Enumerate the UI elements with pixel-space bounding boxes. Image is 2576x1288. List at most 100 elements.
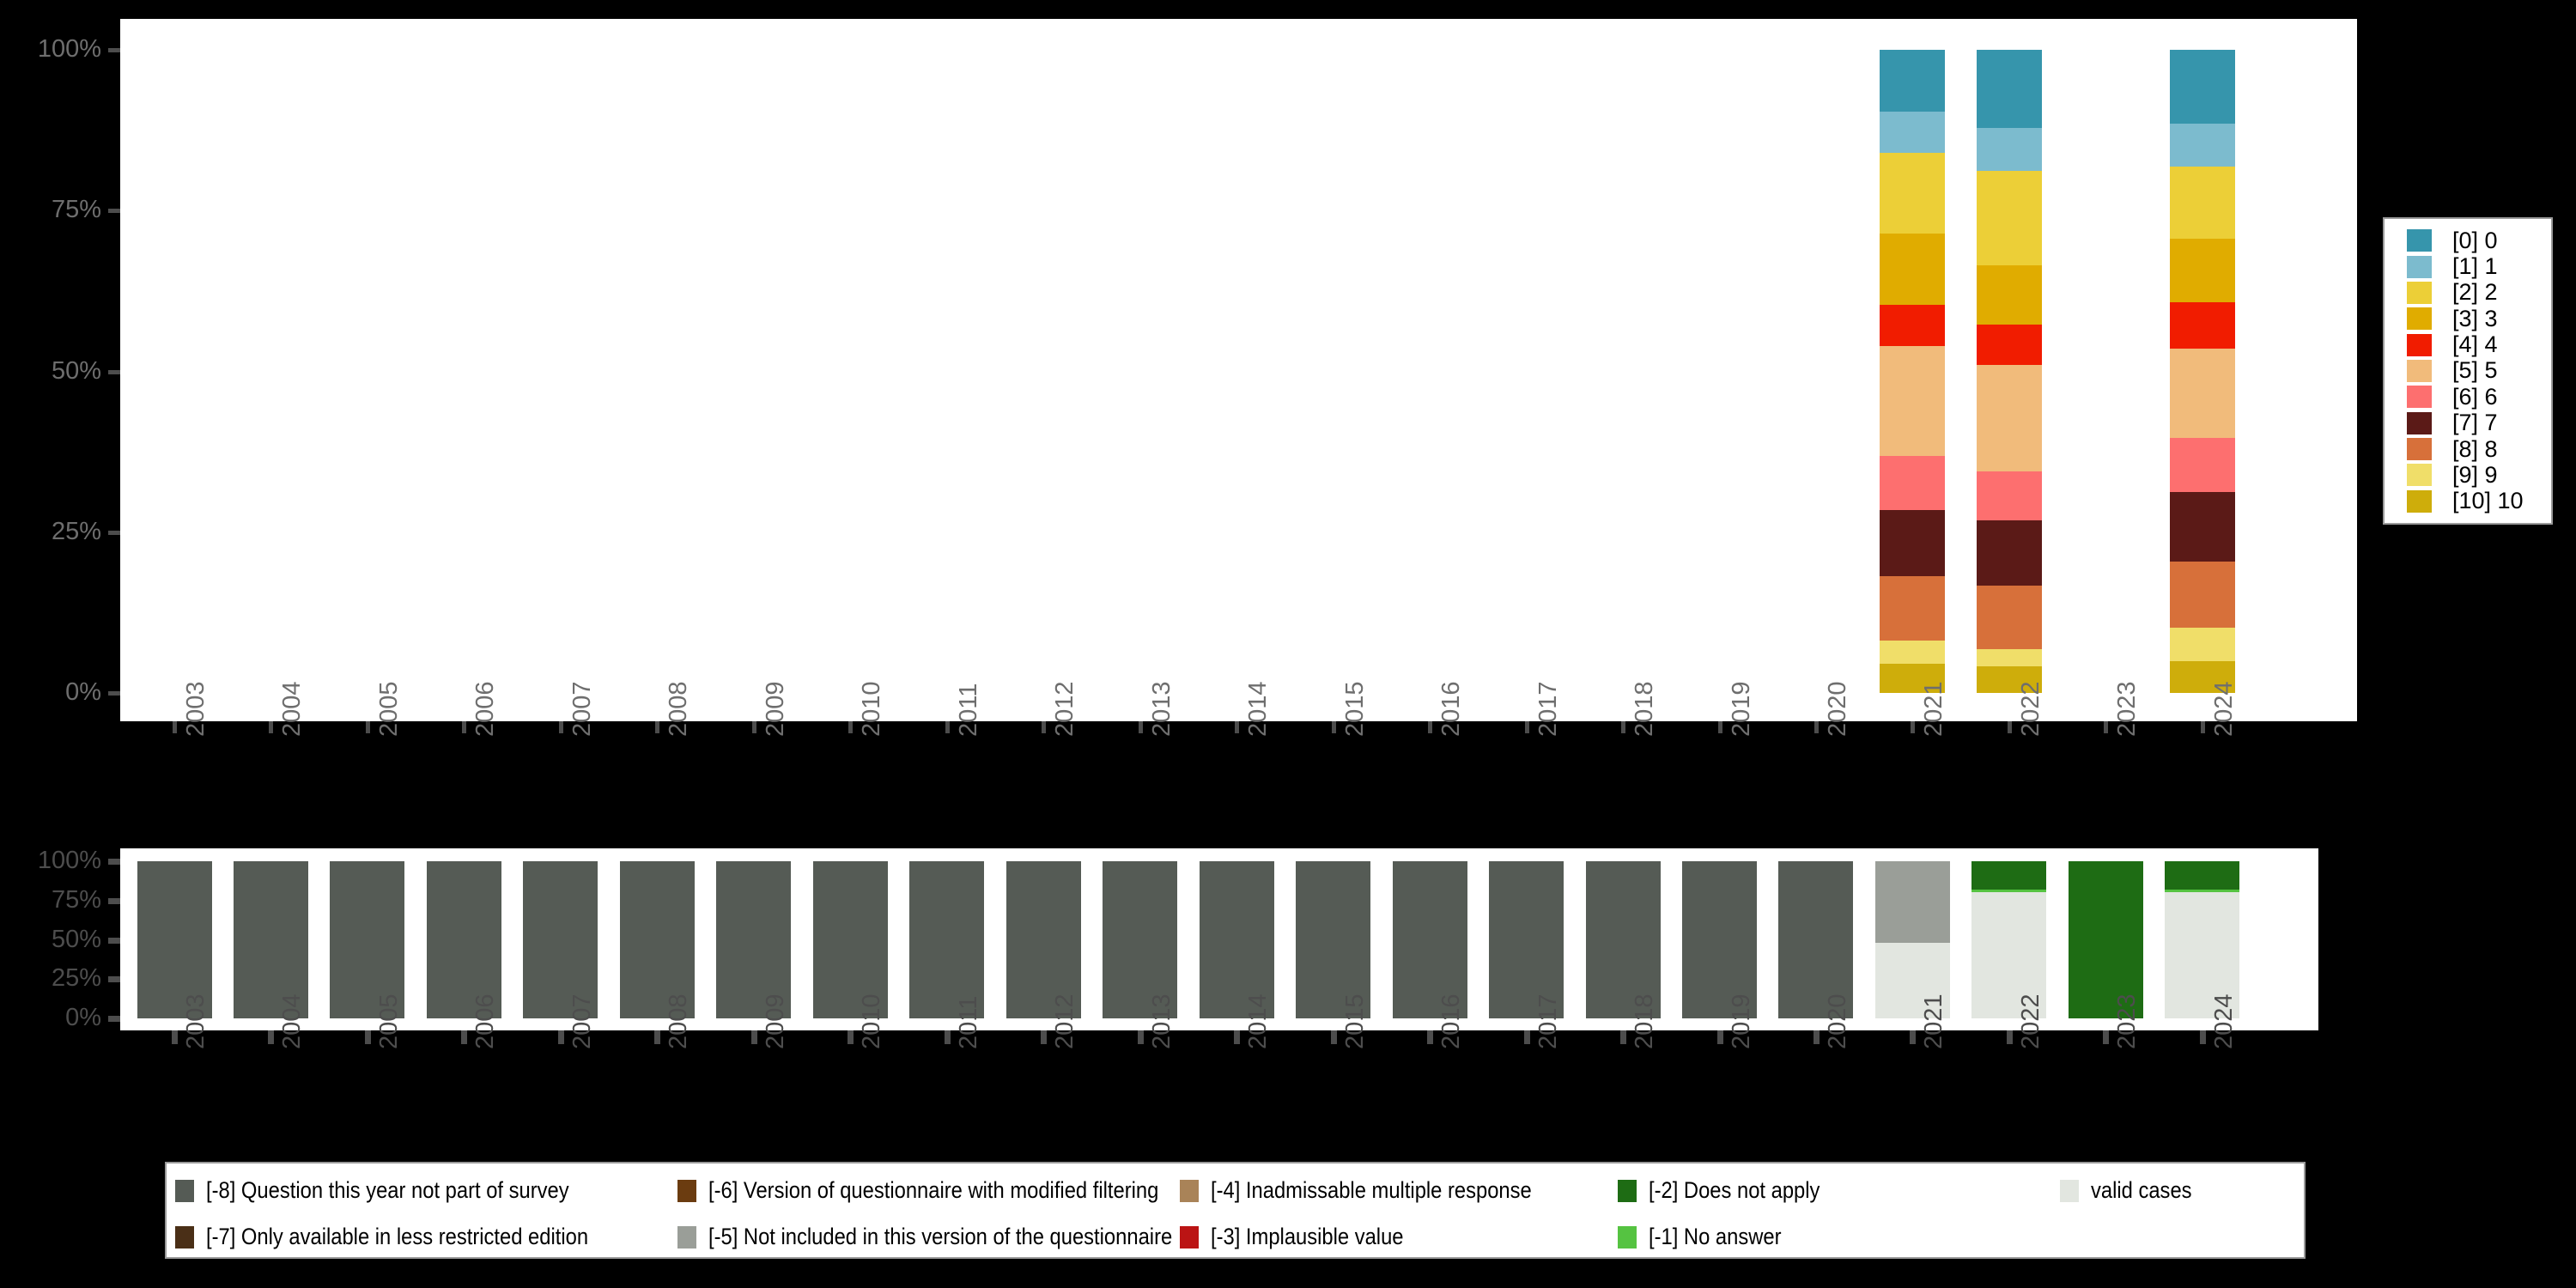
- legend-item--4Inadmissablemult: [-4] Inadmissable multiple response: [1180, 1179, 1576, 1202]
- bottom-x-axis-tick: [1523, 1030, 1530, 1044]
- legend-swatch: [2407, 229, 2432, 252]
- x-axis-tick: [945, 721, 950, 733]
- legend-swatch: [1618, 1225, 1637, 1249]
- missing-segment--8Questionthis: [426, 861, 501, 1018]
- legend-swatch: [677, 1179, 696, 1202]
- missing-segment--8Questionthis: [716, 861, 792, 1018]
- x-axis-label-2021: 2021: [1920, 681, 1948, 737]
- x-axis-label-2023: 2023: [2113, 681, 2142, 737]
- bottom-x-axis-label-2014: 2014: [1244, 993, 1273, 1049]
- legend-item-44: [4] 4: [2385, 331, 2551, 357]
- bottom-x-axis-label-2010: 2010: [858, 993, 886, 1049]
- missing-bar-2016: [1392, 861, 1467, 1018]
- bottom-x-axis-tick: [2103, 1030, 2110, 1044]
- legend-label: [6] 6: [2452, 383, 2498, 410]
- legend-swatch: [2407, 281, 2432, 304]
- x-axis-tick: [848, 721, 854, 733]
- y-axis-tick: [108, 369, 120, 374]
- legend-swatch: [2407, 386, 2432, 409]
- x-axis-tick: [2104, 721, 2109, 733]
- bottom-x-axis-label-2009: 2009: [761, 993, 789, 1049]
- bottom-x-axis-label-2006: 2006: [471, 993, 500, 1049]
- x-axis-tick: [365, 721, 370, 733]
- missing-segment--8Questionthis: [1199, 861, 1274, 1018]
- missing-bar-2008: [619, 861, 695, 1018]
- value-legend: [0] 0 [1] 1 [2] 2 [3] 3 [4] 4 [5] 5 [6] 6 [7] 7…: [2383, 217, 2553, 525]
- legend-item-88: [8] 8: [2385, 436, 2551, 462]
- bottom-x-axis-tick: [1716, 1030, 1723, 1044]
- missing-bar-2003: [137, 861, 212, 1018]
- legend-label: [7] 7: [2452, 410, 2498, 436]
- y-axis-label-0: 0%: [65, 678, 101, 706]
- bar-segment-88: [1976, 585, 2042, 650]
- bar-segment-99: [1976, 649, 2042, 666]
- legend-label: [5] 5: [2452, 357, 2498, 384]
- x-axis-label-2015: 2015: [1340, 681, 1369, 737]
- bar-segment-1010: [1880, 664, 1946, 693]
- bar-segment-88: [2169, 562, 2235, 628]
- x-axis-tick: [173, 721, 177, 733]
- x-axis-tick: [1428, 721, 1433, 733]
- missing-segment-validcases: [1874, 943, 1950, 1018]
- x-axis-tick: [1717, 721, 1722, 733]
- x-axis-label-2017: 2017: [1534, 681, 1562, 737]
- bottom-x-axis-label-2013: 2013: [1147, 993, 1176, 1049]
- bottom-x-axis-tick: [1137, 1030, 1144, 1044]
- legend-label: [-8] Question this year not part of surv…: [206, 1177, 569, 1203]
- bottom-x-axis-tick: [848, 1030, 854, 1044]
- missing-bar-2021: [1874, 861, 1950, 1018]
- bar-segment-55: [1880, 346, 1946, 456]
- missing-bar-2023: [2068, 861, 2143, 1018]
- x-axis-label-2016: 2016: [1437, 681, 1466, 737]
- bottom-x-axis-tick: [1910, 1030, 1917, 1044]
- bottom-y-axis-label-50: 50%: [51, 925, 101, 953]
- legend-label: [-6] Version of questionnaire with modif…: [708, 1177, 1159, 1203]
- bottom-y-axis-label-100: 100%: [37, 847, 101, 874]
- missing-segment--8Questionthis: [619, 861, 695, 1018]
- bar-segment-11: [2169, 124, 2235, 167]
- bottom-x-axis-tick: [1330, 1030, 1337, 1044]
- legend-item-99: [9] 9: [2385, 462, 2551, 488]
- bar-segment-22: [1880, 152, 1946, 234]
- legend-item-22: [2] 2: [2385, 280, 2551, 306]
- bottom-x-axis-tick: [944, 1030, 951, 1044]
- bottom-x-axis-label-2003: 2003: [182, 993, 210, 1049]
- bottom-x-axis-label-2020: 2020: [1823, 993, 1851, 1049]
- missing-segment--8Questionthis: [523, 861, 598, 1018]
- missing-segment--8Questionthis: [233, 861, 308, 1018]
- missing-segment--8Questionthis: [1778, 861, 1854, 1018]
- legend-swatch: [1180, 1179, 1199, 1202]
- bar-segment-33: [1976, 264, 2042, 325]
- x-axis-label-2003: 2003: [182, 681, 210, 737]
- legend-item--5Notincludedinthi: [-5] Not included in this version of the…: [677, 1225, 1236, 1249]
- bar-segment-1010: [1976, 665, 2042, 693]
- bottom-x-axis-label-2018: 2018: [1631, 993, 1659, 1049]
- legend-item--6Versionofquestio: [-6] Version of questionnaire with modif…: [677, 1179, 1220, 1202]
- stacked-bar-2021: [1880, 50, 1946, 693]
- bar-segment-00: [1976, 50, 2042, 128]
- x-axis-label-2014: 2014: [1244, 681, 1273, 737]
- x-axis-label-2009: 2009: [761, 681, 789, 737]
- bottom-y-axis-tick: [108, 859, 120, 865]
- missing-bar-2015: [1296, 861, 1371, 1018]
- x-axis-label-2018: 2018: [1631, 681, 1659, 737]
- legend-swatch: [677, 1225, 696, 1249]
- bottom-x-axis-tick: [2006, 1030, 2013, 1044]
- bottom-x-axis-tick: [461, 1030, 468, 1044]
- missing-segment--8Questionthis: [1682, 861, 1758, 1018]
- bottom-y-axis-tick: [108, 897, 120, 904]
- missing-segment--8Questionthis: [1103, 861, 1178, 1018]
- missing-segment--2Doesnotapply: [2165, 861, 2240, 890]
- legend-item--8Questionthisyear: [-8] Question this year not part of surv…: [175, 1179, 618, 1202]
- bottom-x-axis-label-2024: 2024: [2209, 993, 2238, 1049]
- legend-label: valid cases: [2091, 1177, 2192, 1203]
- legend-item-55: [5] 5: [2385, 358, 2551, 384]
- legend-swatch: [1180, 1225, 1199, 1249]
- missing-bar-2010: [812, 861, 888, 1018]
- missing-bar-2012: [1005, 861, 1081, 1018]
- x-axis-label-2012: 2012: [1051, 681, 1079, 737]
- missing-segment--1Noanswer: [1971, 889, 2047, 893]
- missing-bar-2011: [909, 861, 985, 1018]
- legend-label: [4] 4: [2452, 331, 2498, 358]
- legend-label: [0] 0: [2452, 227, 2498, 253]
